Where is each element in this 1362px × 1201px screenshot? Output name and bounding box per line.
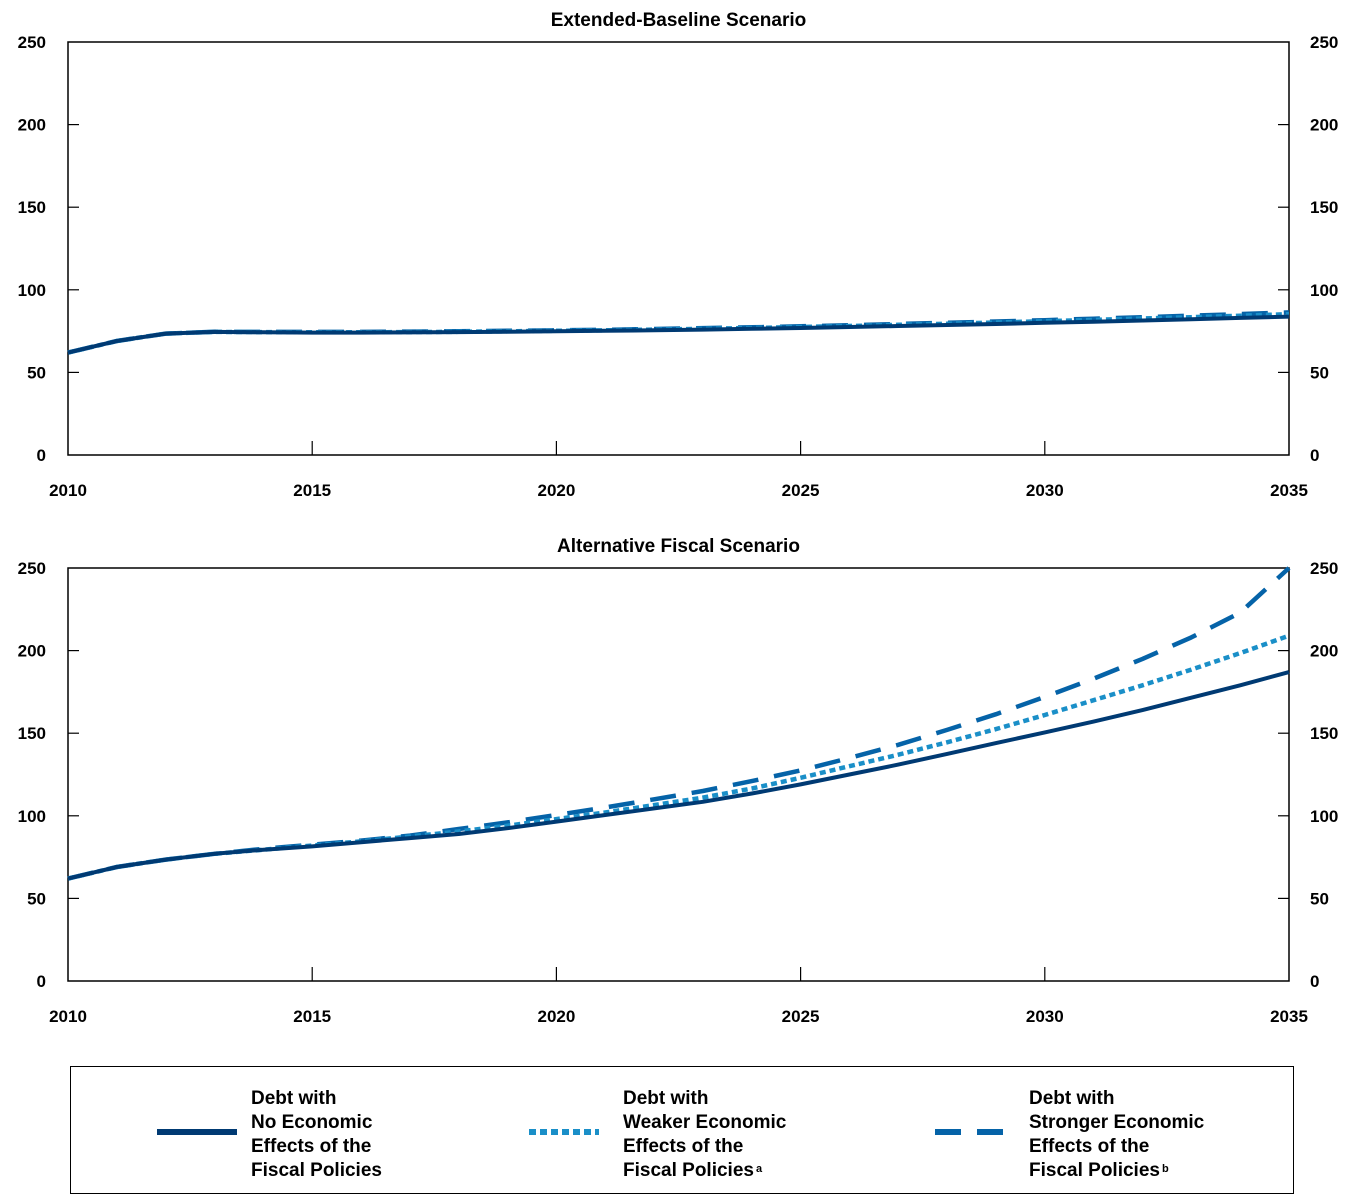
y-tick-label-left: 150 bbox=[18, 198, 46, 217]
x-tick-label: 2035 bbox=[1270, 1007, 1308, 1026]
legend-swatch-stronger-effects bbox=[935, 1129, 1007, 1135]
legend-line: Debt with bbox=[623, 1088, 709, 1109]
legend-label-no-effects: Debt with No Economic Effects of the Fis… bbox=[251, 1087, 382, 1183]
y-tick-label-right: 150 bbox=[1310, 198, 1338, 217]
x-tick-label: 2035 bbox=[1270, 481, 1308, 500]
legend-label-stronger-effects: Debt with Stronger Economic Effects of t… bbox=[1029, 1087, 1204, 1183]
footnote-marker-a: a bbox=[755, 1163, 763, 1175]
y-tick-label-right: 200 bbox=[1310, 642, 1338, 661]
x-tick-label: 2025 bbox=[782, 1007, 820, 1026]
y-tick-label-right: 250 bbox=[1310, 559, 1338, 578]
footnote-marker-b: b bbox=[1161, 1163, 1169, 1175]
legend-line: Effects of the bbox=[251, 1136, 372, 1157]
legend-line: Fiscal Policies bbox=[251, 1160, 382, 1181]
legend-swatch-weaker-effects bbox=[529, 1129, 599, 1135]
x-tick-label: 2010 bbox=[49, 1007, 87, 1026]
legend-label-weaker-effects: Debt with Weaker Economic Effects of the… bbox=[623, 1087, 786, 1183]
series-line-none bbox=[67, 314, 1290, 355]
y-tick-label-left: 0 bbox=[37, 972, 46, 991]
plot-frame bbox=[67, 567, 1290, 982]
x-tick-label: 2020 bbox=[537, 481, 575, 500]
y-tick-label-left: 250 bbox=[18, 33, 46, 52]
legend-line: Debt with bbox=[251, 1088, 337, 1109]
y-tick-label-right: 100 bbox=[1310, 281, 1338, 300]
legend-line: No Economic bbox=[251, 1112, 373, 1133]
legend-line: Effects of the bbox=[623, 1136, 744, 1157]
y-tick-label-left: 200 bbox=[18, 642, 46, 661]
y-tick-label-right: 50 bbox=[1310, 363, 1329, 382]
legend-line: Debt with bbox=[1029, 1088, 1115, 1109]
legend-line: Effects of the bbox=[1029, 1136, 1150, 1157]
y-tick-label-left: 50 bbox=[27, 363, 46, 382]
y-tick-label-left: 200 bbox=[18, 116, 46, 135]
plot-frame bbox=[67, 41, 1290, 456]
chart-title: Alternative Fiscal Scenario bbox=[557, 536, 800, 557]
series-line-stronger bbox=[67, 566, 1291, 881]
legend-item-weaker-effects: Debt with Weaker Economic Effects of the… bbox=[471, 1067, 871, 1195]
x-tick-label: 2015 bbox=[293, 481, 331, 500]
x-tick-label: 2015 bbox=[293, 1007, 331, 1026]
y-tick-label-right: 50 bbox=[1310, 889, 1329, 908]
figure: Extended-Baseline Scenario 0 0 50 50 100 100 15… bbox=[18, 10, 1339, 1026]
chart-panel-2: Alternative Fiscal Scenario 0 0 50 50 100 100 1… bbox=[18, 536, 1339, 1026]
y-tick-label-right: 0 bbox=[1310, 972, 1319, 991]
series-line-none bbox=[67, 670, 1290, 881]
y-tick-label-right: 200 bbox=[1310, 116, 1338, 135]
legend-line: Stronger Economic bbox=[1029, 1112, 1205, 1133]
x-tick-label: 2010 bbox=[49, 481, 87, 500]
legend-line-text: Fiscal Policies bbox=[623, 1160, 754, 1181]
legend-line: Fiscal Policies a bbox=[623, 1159, 786, 1183]
y-tick-label-right: 100 bbox=[1310, 807, 1338, 826]
y-tick-label-left: 0 bbox=[37, 446, 46, 465]
y-tick-label-right: 150 bbox=[1310, 724, 1338, 743]
y-tick-label-left: 50 bbox=[27, 889, 46, 908]
legend-line-text: Fiscal Policies bbox=[1029, 1160, 1160, 1181]
chart-title: Extended-Baseline Scenario bbox=[551, 10, 807, 31]
x-tick-label: 2025 bbox=[782, 481, 820, 500]
x-tick-label: 2020 bbox=[537, 1007, 575, 1026]
y-tick-label-right: 250 bbox=[1310, 33, 1338, 52]
x-tick-label: 2030 bbox=[1026, 481, 1064, 500]
y-tick-label-left: 100 bbox=[18, 807, 46, 826]
y-tick-label-left: 100 bbox=[18, 281, 46, 300]
legend-swatch-no-effects bbox=[157, 1129, 237, 1135]
legend-item-stronger-effects: Debt with Stronger Economic Effects of t… bbox=[871, 1067, 1291, 1195]
y-tick-label-left: 250 bbox=[18, 559, 46, 578]
legend-line: Fiscal Policies b bbox=[1029, 1159, 1204, 1183]
legend-item-no-effects: Debt with No Economic Effects of the Fis… bbox=[71, 1067, 471, 1195]
x-tick-label: 2030 bbox=[1026, 1007, 1064, 1026]
y-tick-label-right: 0 bbox=[1310, 446, 1319, 465]
y-tick-label-left: 150 bbox=[18, 724, 46, 743]
legend: Debt with No Economic Effects of the Fis… bbox=[70, 1066, 1294, 1194]
chart-panel-1: Extended-Baseline Scenario 0 0 50 50 100 100 15… bbox=[18, 10, 1339, 500]
legend-line: Weaker Economic bbox=[623, 1112, 787, 1133]
